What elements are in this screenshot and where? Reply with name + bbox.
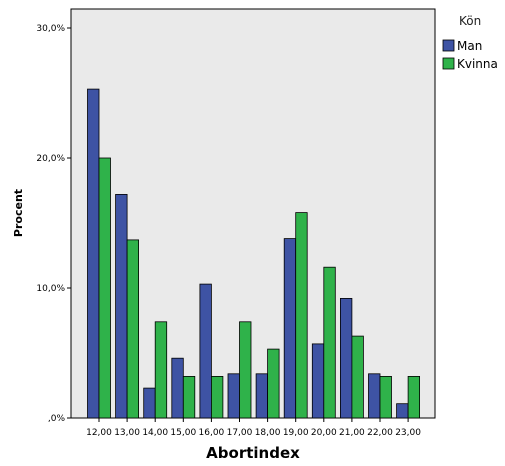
bar-kvinna-12-00	[98, 157, 111, 419]
bar-kvinna-15-00	[182, 375, 196, 419]
y-tick-label: 30,0%	[36, 24, 65, 34]
bar-kvinna-21-00	[351, 335, 364, 419]
bar-kvinna-23-00	[407, 375, 421, 419]
x-tick-label: 12,00	[86, 428, 112, 438]
legend-swatch-man	[442, 39, 455, 52]
x-tick-label: 15,00	[170, 428, 196, 438]
legend: Kön Man Kvinna	[442, 14, 498, 71]
bar-man-13-00	[115, 193, 128, 419]
bar-kvinna-16-00	[210, 375, 224, 419]
bar-man-14-00	[143, 387, 156, 419]
legend-label-man: Man	[457, 39, 482, 53]
bar-man-22-00	[368, 373, 381, 419]
bar-kvinna-18-00	[267, 348, 280, 419]
y-axis: ,0% 10,0% 20,0% 30,0%	[36, 24, 71, 424]
bar-kvinna-20-00	[323, 266, 336, 419]
x-tick-label: 22,00	[367, 428, 393, 438]
bars-group	[87, 88, 421, 419]
x-tick-label: 13,00	[114, 428, 140, 438]
bar-man-19-00	[283, 238, 297, 419]
bar-man-15-00	[171, 357, 184, 419]
y-tick-label: 10,0%	[36, 284, 65, 294]
bar-kvinna-14-00	[154, 321, 168, 419]
bar-kvinna-22-00	[379, 375, 392, 419]
x-tick-label: 16,00	[199, 428, 225, 438]
y-tick-label: 20,0%	[36, 154, 65, 164]
x-tick-label: 21,00	[339, 428, 365, 438]
bar-man-18-00	[255, 373, 269, 419]
bar-man-23-00	[396, 403, 409, 419]
x-tick-label: 18,00	[255, 428, 281, 438]
x-tick-label: 23,00	[395, 428, 421, 438]
x-tick-label: 19,00	[283, 428, 309, 438]
legend-title: Kön	[459, 14, 481, 28]
x-axis-label: Abortindex	[206, 444, 300, 462]
bar-man-17-00	[227, 373, 240, 419]
legend-swatch-kvinna	[442, 57, 455, 70]
bar-man-21-00	[339, 297, 353, 419]
x-axis: 12,00 13,00 14,00 15,00 16,00 17,00 18,00 19,00…	[86, 418, 421, 438]
bar-man-16-00	[199, 283, 212, 419]
x-tick-label: 20,00	[311, 428, 337, 438]
bar-kvinna-17-00	[239, 321, 252, 419]
bar-man-20-00	[311, 343, 325, 419]
y-axis-label: Procent	[12, 189, 25, 237]
bar-man-12-00	[87, 88, 100, 419]
x-tick-label: 14,00	[142, 428, 168, 438]
bar-kvinna-19-00	[295, 212, 308, 419]
legend-label-kvinna: Kvinna	[457, 57, 498, 71]
x-tick-label: 17,00	[227, 428, 253, 438]
bar-kvinna-13-00	[126, 239, 139, 419]
y-tick-label: ,0%	[48, 414, 66, 424]
